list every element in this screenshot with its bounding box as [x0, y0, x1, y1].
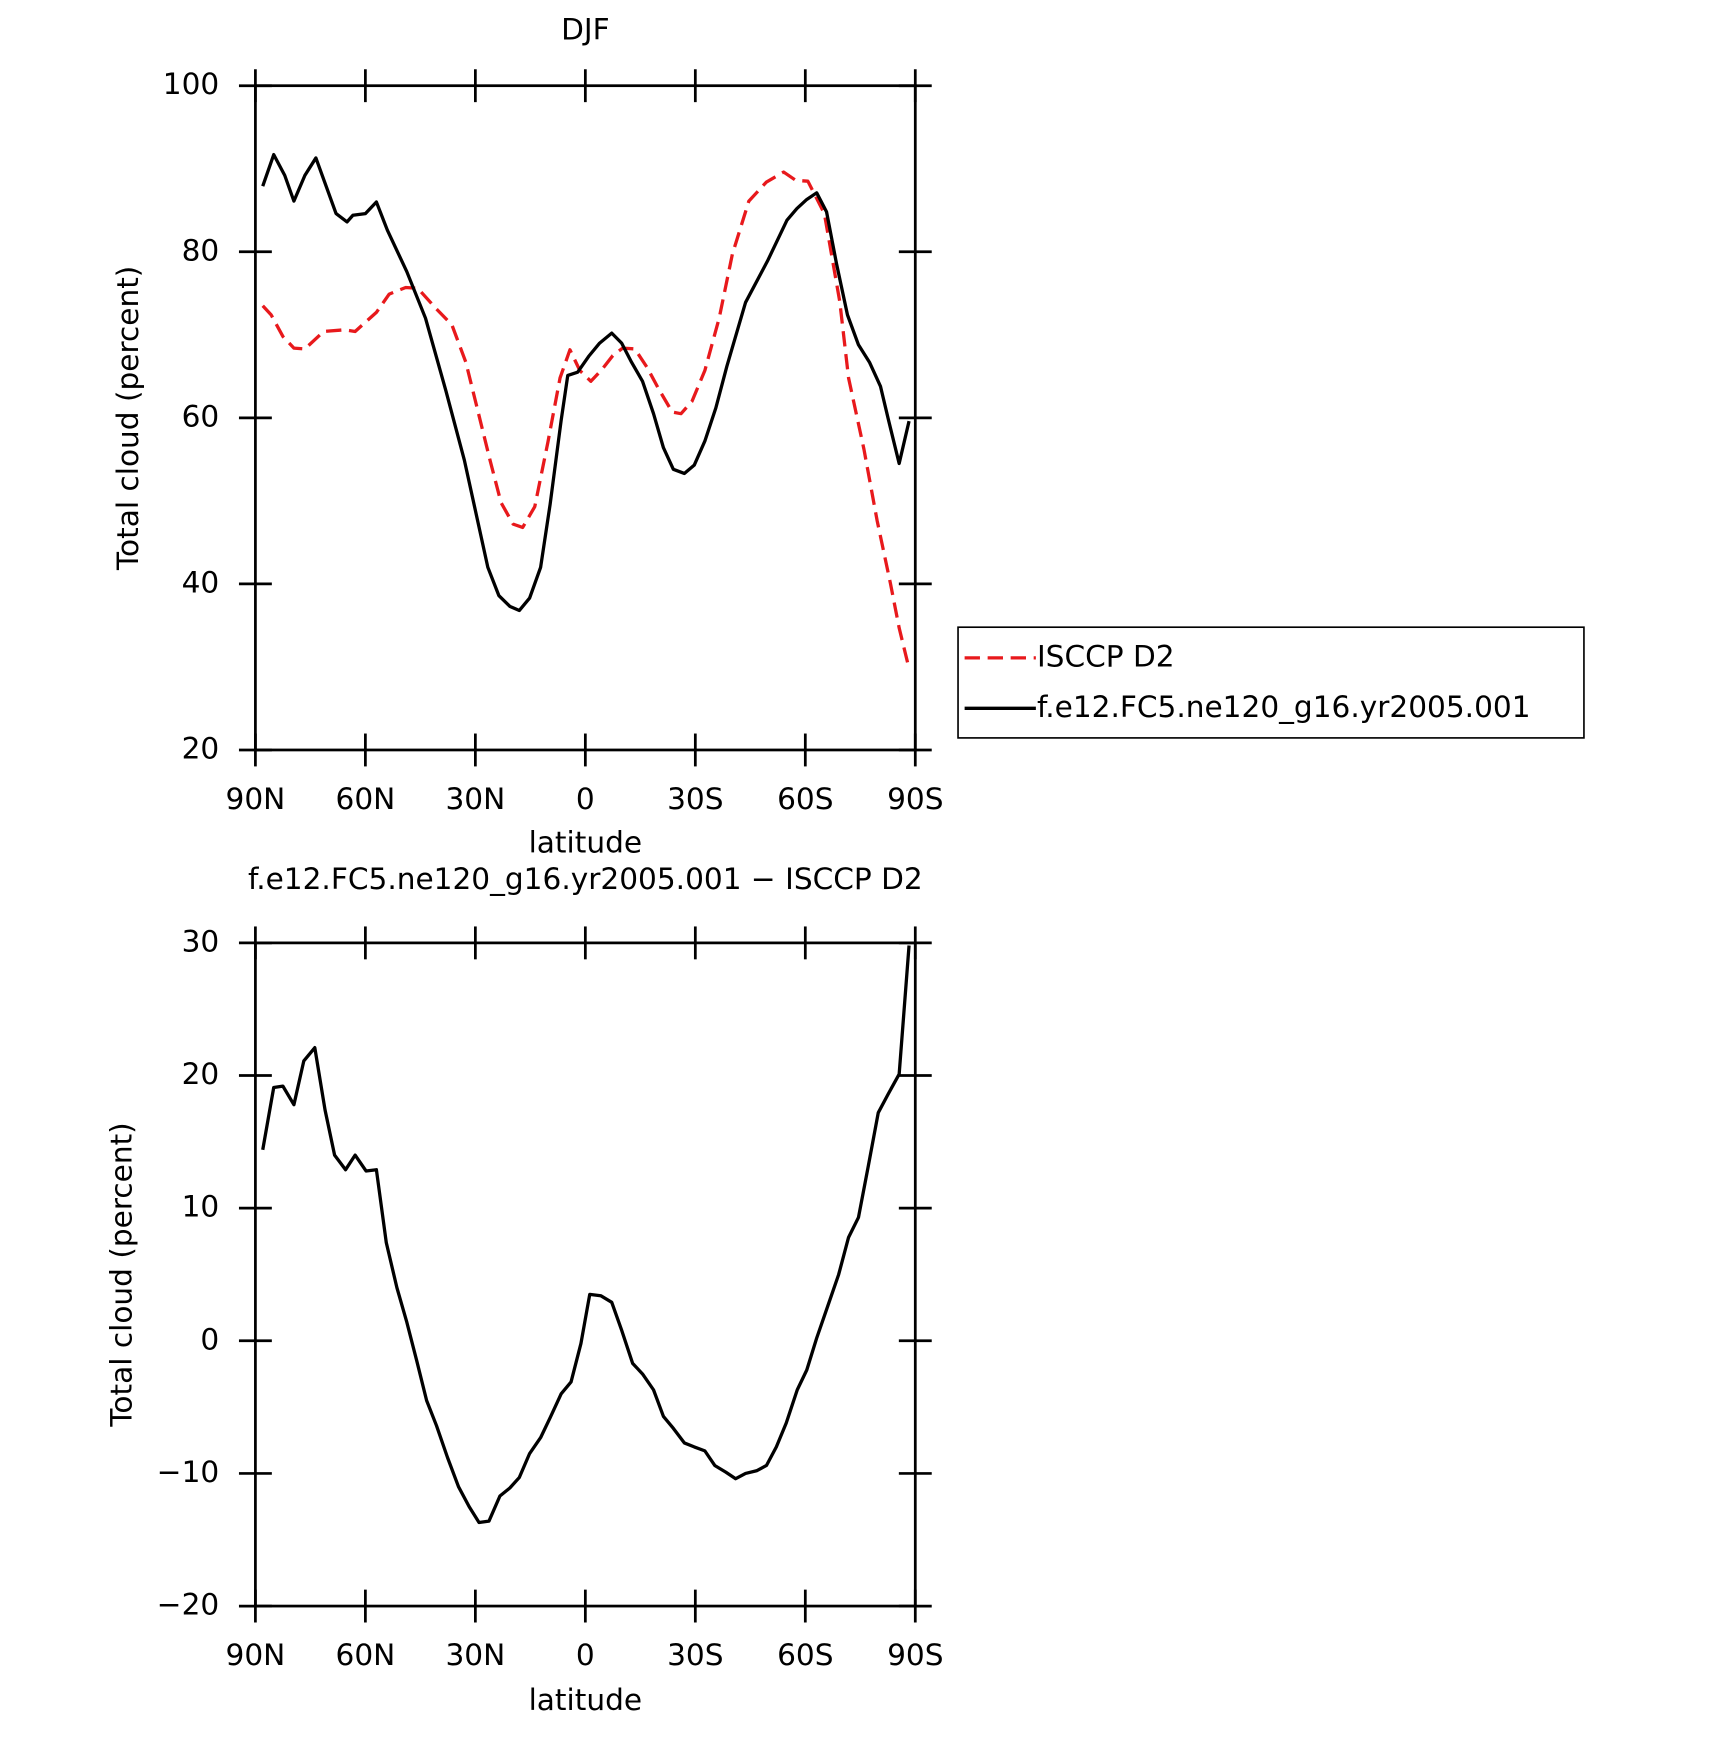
data-line [261, 170, 911, 669]
x-tick-label: 30N [445, 1638, 505, 1672]
y-tick-label: 60 [182, 399, 220, 433]
x-tick-label: 60N [336, 1638, 396, 1672]
x-axis-label: latitude [529, 1683, 642, 1717]
y-tick-label: 40 [182, 565, 220, 599]
y-tick-label: 100 [163, 67, 219, 101]
x-tick-label: 0 [576, 1638, 595, 1672]
y-tick-label: 20 [182, 731, 220, 765]
x-tick-label: 60S [777, 1638, 833, 1672]
plot-frame [254, 941, 917, 1608]
y-tick-label: 10 [182, 1190, 220, 1224]
y-tick-label: −10 [157, 1455, 219, 1489]
x-tick-label: 30S [667, 1638, 723, 1672]
data-line [261, 152, 911, 613]
y-tick-label: 30 [182, 924, 220, 958]
chart-title: f.e12.FC5.ne120_g16.yr2005.001 − ISCCP D… [248, 862, 923, 896]
y-tick-label: −20 [157, 1588, 219, 1622]
x-tick-label: 60N [336, 782, 396, 816]
x-axis-label: latitude [529, 826, 642, 860]
x-tick-label: 90S [887, 782, 943, 816]
legend-box [957, 626, 1585, 739]
x-tick-label: 0 [576, 782, 595, 816]
x-tick-label: 30N [445, 782, 505, 816]
x-tick-label: 90N [226, 782, 286, 816]
y-axis-label: Total cloud (percent) [111, 266, 145, 571]
y-tick-label: 20 [182, 1057, 220, 1091]
y-tick-label: 0 [200, 1322, 219, 1356]
x-tick-label: 90S [887, 1638, 943, 1672]
legend: ISCCP D2 f.e12.FC5.ne120_g16.yr2005.001 [957, 626, 1585, 739]
plot-frame [254, 84, 917, 752]
x-tick-label: 60S [777, 782, 833, 816]
chart-title: DJF [561, 12, 610, 46]
data-line [261, 945, 911, 1525]
x-tick-label: 30S [667, 782, 723, 816]
x-tick-label: 90N [226, 1638, 286, 1672]
y-tick-label: 80 [182, 233, 220, 267]
y-axis-label: Total cloud (percent) [104, 1122, 138, 1427]
legend-label: ISCCP D2 [1037, 639, 1175, 673]
legend-label: f.e12.FC5.ne120_g16.yr2005.001 [1037, 690, 1531, 724]
